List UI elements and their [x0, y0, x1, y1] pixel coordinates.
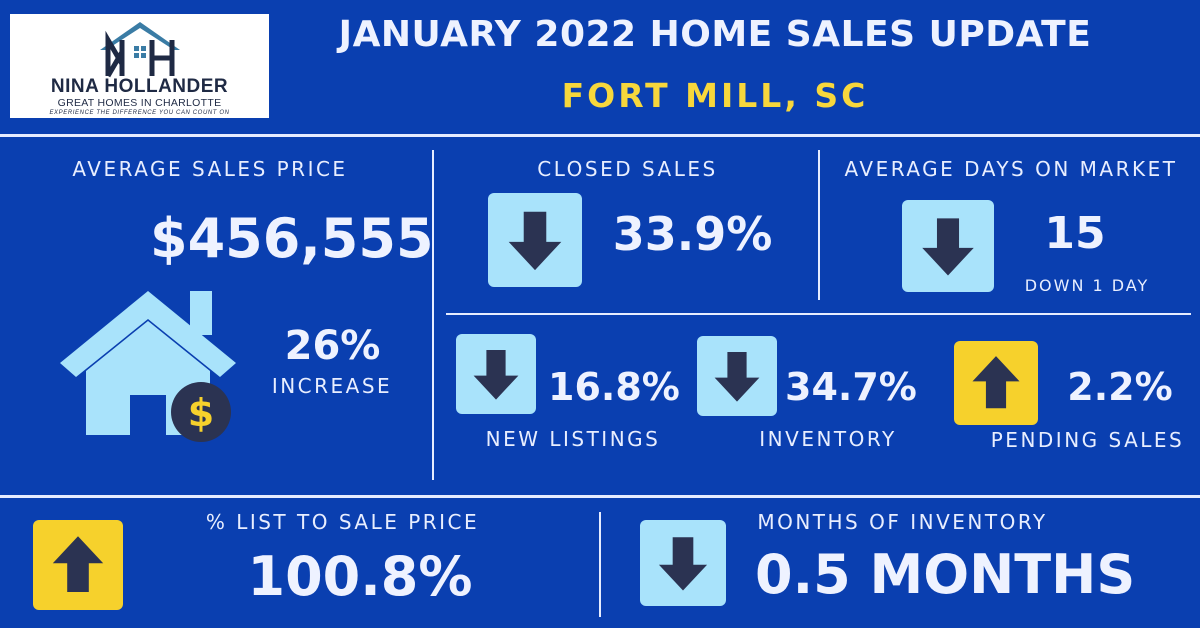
avg-sales-price-value: $456,555: [150, 207, 434, 270]
closed-sales-value: 33.9%: [612, 207, 773, 261]
inventory-label: INVENTORY: [759, 427, 897, 451]
brand-subtitle: GREAT HOMES IN CHARLOTTE: [57, 97, 222, 109]
months-inventory-arrow-box: [640, 520, 726, 606]
middle-divider: [446, 313, 1191, 315]
pending-sales-value: 2.2%: [1067, 365, 1173, 409]
svg-text:$: $: [188, 391, 214, 435]
list-to-sale-label: % LIST TO SALE PRICE: [205, 510, 480, 534]
bottom-divider: [0, 495, 1200, 498]
months-inventory-value: 0.5 MONTHS: [755, 543, 1136, 606]
new-listings-label: NEW LISTINGS: [485, 427, 661, 451]
brand-tagline: EXPERIENCE THE DIFFERENCE YOU CAN COUNT …: [49, 110, 230, 116]
list-to-sale-value: 100.8%: [247, 545, 473, 608]
days-on-market-label: AVERAGE DAYS ON MARKET: [844, 157, 1178, 181]
arrow-down-icon: [508, 211, 562, 271]
bottom-center-divider: [599, 512, 601, 617]
top-right-divider: [818, 150, 820, 300]
header-divider: [0, 134, 1200, 137]
price-change-value: 26%: [284, 323, 381, 369]
new-listings-arrow-box: [456, 334, 536, 414]
price-change-label: INCREASE: [271, 374, 393, 398]
days-on-market-value: 15: [1044, 208, 1106, 259]
arrow-up-icon: [972, 356, 1020, 409]
left-column-divider: [432, 150, 434, 480]
nh-monogram-icon: [100, 22, 180, 78]
arrow-down-icon: [473, 350, 519, 400]
arrow-up-icon: [52, 536, 104, 592]
closed-sales-arrow-box: [488, 193, 582, 287]
brand-logo: NINA HOLLANDER GREAT HOMES IN CHARLOTTE …: [10, 14, 269, 118]
arrow-down-icon: [714, 352, 760, 402]
arrow-down-icon: [658, 537, 708, 591]
page-title: JANUARY 2022 HOME SALES UPDATE: [338, 14, 1092, 55]
brand-name: NINA HOLLANDER: [50, 76, 229, 97]
pending-sales-arrow-box: [954, 341, 1038, 425]
avg-sales-price-label: AVERAGE SALES PRICE: [72, 157, 348, 181]
days-on-market-arrow-box: [902, 200, 994, 292]
inventory-arrow-box: [697, 336, 777, 416]
arrow-down-icon: [922, 218, 974, 276]
list-to-sale-arrow-box: [33, 520, 123, 610]
pending-sales-label: PENDING SALES: [990, 428, 1185, 452]
location-subtitle: FORT MILL, SC: [561, 76, 869, 115]
days-on-market-note: DOWN 1 DAY: [1024, 276, 1150, 295]
months-inventory-label: MONTHS OF INVENTORY: [757, 510, 1048, 534]
new-listings-value: 16.8%: [548, 365, 680, 409]
closed-sales-label: CLOSED SALES: [537, 157, 718, 181]
inventory-value: 34.7%: [785, 365, 917, 409]
house-with-dollar-icon: $: [60, 291, 236, 442]
